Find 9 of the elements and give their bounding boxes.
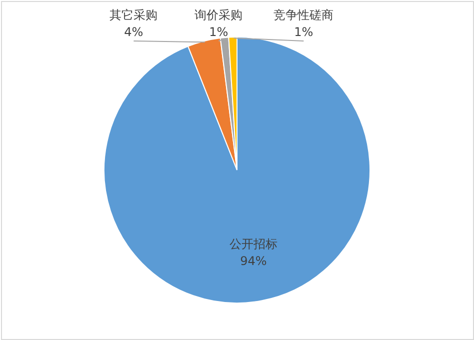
slice-label: 其它采购 [110, 8, 158, 22]
data-label: 94% [240, 254, 267, 268]
slice-label: 公开招标 [229, 237, 278, 251]
slice-label: 询价采购 [194, 8, 243, 22]
data-label: 1% [209, 25, 228, 39]
data-label: 4% [124, 25, 144, 39]
data-label: 1% [294, 25, 314, 39]
slice-label: 竞争性磋商 [274, 8, 334, 22]
pie-slice [104, 36, 370, 304]
